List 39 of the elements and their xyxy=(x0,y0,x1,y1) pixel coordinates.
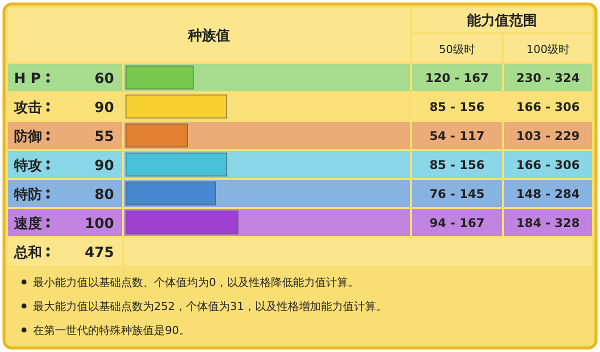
y-tick-label: 特攻 xyxy=(13,158,42,174)
bar xyxy=(126,182,216,206)
text: 100级时 xyxy=(526,43,570,56)
data-label: 80 xyxy=(94,187,114,203)
bar xyxy=(126,66,194,90)
bar xyxy=(126,152,228,176)
text: 最大能力值以基础点数为252，个体值为31，以及性格增加能力值计算。 xyxy=(33,300,387,313)
text: 103 - 229 xyxy=(516,129,580,143)
text: 230 - 324 xyxy=(516,71,580,85)
chart-title: 种族值 xyxy=(187,28,230,44)
text: 76 - 145 xyxy=(429,187,485,201)
y-tick-label: 速度 xyxy=(13,215,42,232)
text: 148 - 284 xyxy=(516,187,580,201)
text: 85 - 156 xyxy=(429,158,485,172)
bar xyxy=(126,94,228,118)
text: 总和 xyxy=(13,245,42,261)
text: 120 - 167 xyxy=(425,71,489,85)
text: 在第一世代的特殊种族值是90。 xyxy=(33,324,190,337)
y-tick-label: 攻击 xyxy=(13,100,42,116)
text: 475 xyxy=(84,245,114,261)
y-tick-label: H P xyxy=(14,71,41,87)
data-label: 90 xyxy=(94,100,114,116)
text: 85 - 156 xyxy=(429,100,485,114)
data-label: 100 xyxy=(84,216,114,232)
y-tick-label: 防御 xyxy=(14,128,42,145)
text: 最小能力值以基础点数、个体值均为0，以及性格降低能力值计算。 xyxy=(33,276,359,289)
data-label: 55 xyxy=(94,129,114,145)
text: 能力值范围 xyxy=(467,13,537,29)
y-tick-label: 特防 xyxy=(13,186,42,203)
text: 50级时 xyxy=(439,43,475,56)
text: 184 - 328 xyxy=(516,216,580,230)
data-label: 60 xyxy=(94,71,114,87)
text: 54 - 117 xyxy=(429,129,485,143)
text: 166 - 306 xyxy=(516,100,580,114)
text: 166 - 306 xyxy=(516,158,580,172)
bar xyxy=(126,210,238,234)
text: 94 - 167 xyxy=(429,216,485,230)
bar xyxy=(126,124,188,148)
data-label: 90 xyxy=(94,158,114,174)
